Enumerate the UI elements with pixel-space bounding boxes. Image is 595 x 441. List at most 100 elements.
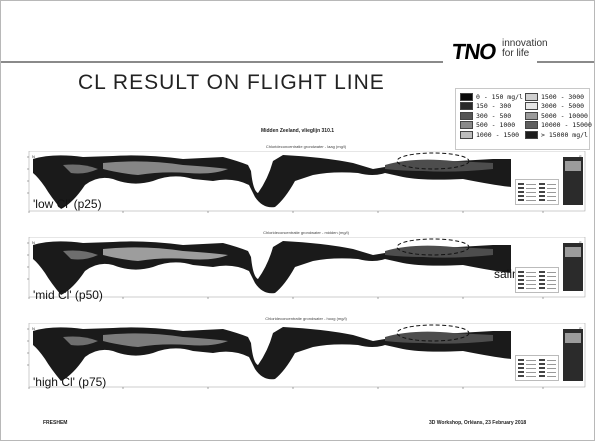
legend-label: 300 - 500 [476,111,512,120]
north-marker: N [32,326,35,331]
shallow-lens [385,245,493,258]
logo-tagline: innovation for life [502,39,548,59]
saline-highlight-ellipse [396,152,470,170]
mini-legend-text [526,375,536,377]
south-marker: S [579,154,582,159]
mini-legend-text [526,183,536,185]
brackish-zone [63,164,98,174]
section-panel-low: Chlorideconcentratie grondwater - laag (… [23,144,589,219]
mini-legend-text [547,183,556,185]
mini-legend-swatch [518,283,524,285]
legend-entry: 300 - 500 [460,111,523,121]
mini-legend-swatch [539,375,545,377]
legend-entry: 0 - 150 mg/l [460,92,523,102]
mini-legend-swatch [539,199,545,201]
mini-legend-swatch [518,363,524,365]
panel-subtitle: Chlorideconcentratie grondwater - hoog (… [265,316,347,321]
mini-legend-text [547,283,556,285]
legend-label: 1500 - 3000 [541,92,585,101]
mini-legend-text [547,371,556,373]
section-panel-high: Chlorideconcentratie grondwater - hoog (… [23,316,589,395]
legend-entry: 3000 - 5000 [525,102,592,112]
mini-legend-text [547,275,556,277]
mini-legend-text [547,195,556,197]
brackish-zone [103,247,228,261]
tno-logo: TNO innovation for life [450,38,562,65]
saline-highlight-ellipse [396,238,470,256]
panel-label-high: 'high Cl' (p75) [33,375,107,389]
mini-legend-swatch [539,279,545,281]
legend-label: 500 - 1000 [476,121,516,130]
mini-legend-text [526,187,536,189]
mini-legend-text [526,363,536,365]
south-marker: S [579,240,582,245]
shallow-lens [385,331,493,344]
brackish-zone [103,333,228,347]
mini-legend-swatch [518,195,524,197]
mini-legend-swatch [539,371,545,373]
north-marker: N [32,240,35,245]
mini-legend-text [547,271,556,273]
legend-label: 1000 - 1500 [476,130,520,139]
legend-swatch [460,130,473,139]
legend-entry: 500 - 1000 [460,121,523,131]
mini-legend-swatch [539,287,545,289]
legend-label: 3000 - 5000 [541,102,585,111]
legend-entry: 5000 - 10000 [525,111,592,121]
legend-entry: 150 - 300 [460,102,523,112]
brackish-zone [103,161,228,175]
mini-legend-text [547,187,556,189]
saline-highlight-ellipse [396,324,470,342]
footer-event: 3D Workshop, Orléans, 23 February 2018 [429,420,527,426]
south-marker: S [579,326,582,331]
mini-legend-swatch [539,367,545,369]
mini-legend-swatch [539,271,545,273]
mini-legend-swatch [518,187,524,189]
mini-legend-swatch [539,363,545,365]
section-panel-mid: Chlorideconcentratie grondwater - midden… [23,230,589,305]
legend-swatch [460,111,473,120]
legend-swatch [460,121,473,130]
mini-legend-swatch [518,287,524,289]
mini-legend-swatch [518,367,524,369]
mini-legend-swatch [518,199,524,201]
logo-tagline-2: for life [502,48,530,59]
mini-legend-swatch [518,271,524,273]
legend-swatch [525,111,538,120]
mini-legend-text [547,363,556,365]
mini-legend-swatch [539,275,545,277]
mini-legend [515,179,559,205]
legend-column-left: 0 - 150 mg/l 150 - 300 300 - 500 500 - 1000… [460,92,523,140]
legend-swatch [460,102,473,111]
legend-swatch [525,92,538,101]
mini-legend-swatch [539,183,545,185]
mini-legend-swatch [518,183,524,185]
mini-legend [515,267,559,293]
mini-legend-text [547,287,556,289]
legend-entry: 1500 - 3000 [525,92,592,102]
legend-entry: > 15000 mg/l [525,130,592,140]
mini-legend-text [526,199,536,201]
mini-legend-text [526,359,536,361]
mini-legend-swatch [518,275,524,277]
panel-subtitle: Chlorideconcentratie grondwater - midden… [263,230,349,235]
mini-legend [515,355,559,381]
mini-legend-text [526,275,536,277]
shallow-lens [385,159,493,172]
mini-legend-text [526,367,536,369]
slide-title: CL RESULT ON FLIGHT LINE [78,71,385,94]
mini-legend-text [547,279,556,281]
mini-legend-swatch [518,279,524,281]
mini-legend-text [547,375,556,377]
north-marker: N [32,154,35,159]
mini-legend-swatch [518,375,524,377]
mini-legend-swatch [539,195,545,197]
logo-tagline-1: innovation [502,38,548,49]
mini-legend-swatch [539,283,545,285]
legend-swatch [525,121,538,130]
mini-legend-swatch [518,371,524,373]
footer-project: FRESHEM [43,420,68,426]
